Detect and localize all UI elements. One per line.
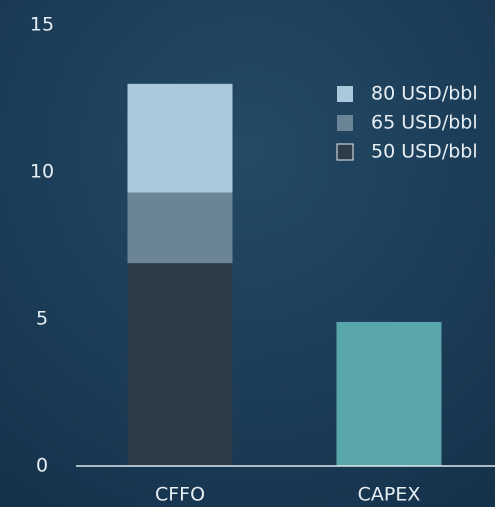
y-tick-label: 15 [30,14,54,36]
y-tick-label: 0 [36,455,48,477]
legend-label: 80 USD/bbl [371,83,478,105]
y-tick-label: 5 [36,308,48,330]
bar-segment [128,263,233,466]
bar-segment [337,322,442,466]
legend-swatch [337,144,353,160]
legend-swatch [337,115,353,131]
bar-segment [128,84,233,193]
y-tick-label: 10 [30,161,54,183]
bar-segment [128,193,233,264]
legend-label: 65 USD/bbl [371,112,478,134]
legend-label: 50 USD/bbl [371,141,478,163]
x-tick-label: CFFO [155,484,205,506]
chart: 0 5 10 15 CFFO CAPEX 80 USD/bbl 65 USD/bbl 50 US… [0,0,495,507]
legend-swatch [337,86,353,102]
x-tick-label: CAPEX [358,484,421,506]
